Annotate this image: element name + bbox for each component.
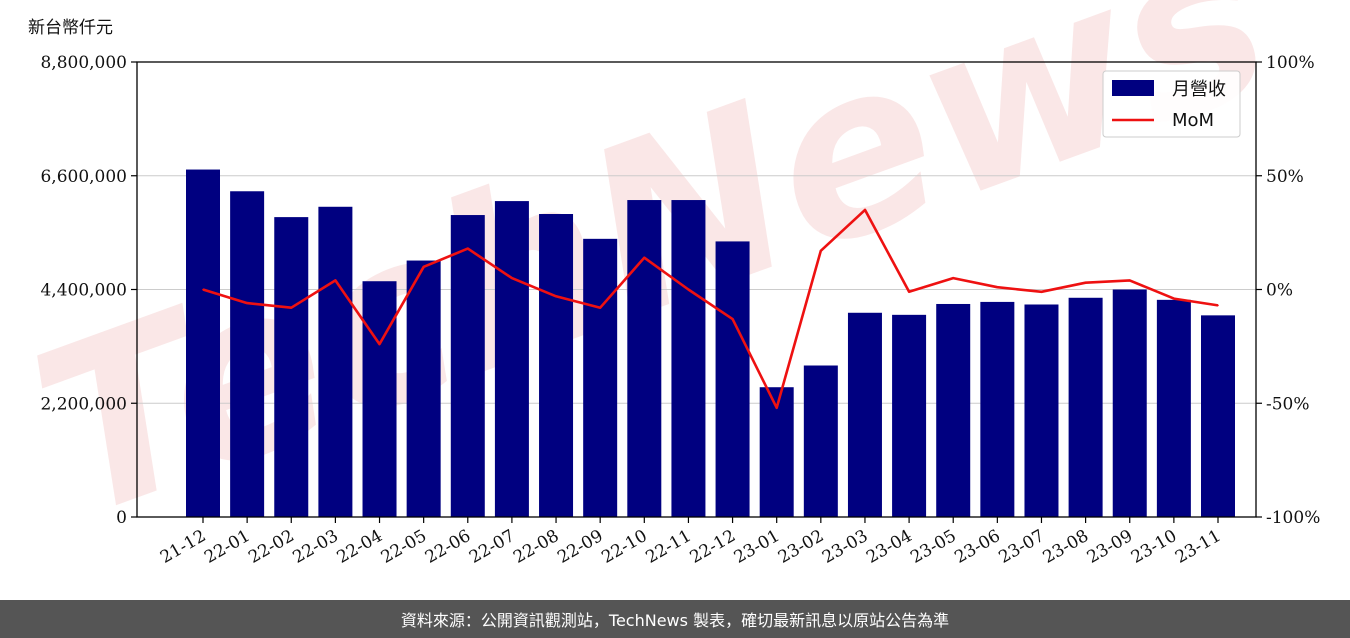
x-tick-label: 23-06 bbox=[951, 526, 1003, 568]
x-tick-label: 23-03 bbox=[819, 526, 871, 568]
x-tick-label: 23-09 bbox=[1084, 526, 1136, 568]
x-tick-label: 22-03 bbox=[289, 526, 341, 568]
bar-23-11 bbox=[1201, 315, 1235, 517]
y-tick-label: 2,200,000 bbox=[40, 394, 127, 414]
x-tick-label: 22-06 bbox=[422, 526, 474, 568]
x-tick-label: 22-05 bbox=[378, 526, 430, 568]
x-tick-label: 23-11 bbox=[1172, 526, 1224, 568]
bar-23-10 bbox=[1156, 299, 1191, 517]
mom-point-21-12 bbox=[202, 288, 204, 291]
bar-23-07 bbox=[1024, 304, 1059, 517]
mom-point-23-07 bbox=[1040, 290, 1043, 293]
bar-23-02 bbox=[803, 365, 838, 517]
mom-point-23-08 bbox=[1084, 281, 1087, 284]
x-axis: 21-1222-0122-0222-0322-0422-0522-0622-07… bbox=[157, 517, 1225, 568]
mom-point-22-07 bbox=[511, 277, 513, 279]
mom-point-22-05 bbox=[422, 265, 425, 268]
x-tick-label: 23-04 bbox=[863, 526, 915, 568]
bar-23-05 bbox=[936, 303, 971, 517]
legend-label-mom: MoM bbox=[1172, 110, 1214, 131]
bar-22-06 bbox=[450, 215, 485, 517]
mom-point-22-01 bbox=[246, 302, 248, 304]
footer-source-text: 資料來源：公開資訊觀測站，TechNews 製表，確切最新訊息以原站公告為準 bbox=[400, 611, 950, 630]
bar-22-04 bbox=[362, 281, 397, 517]
x-tick-label: 22-01 bbox=[201, 526, 253, 568]
y2-tick-label: -50% bbox=[1266, 394, 1310, 414]
x-tick-label: 23-10 bbox=[1128, 526, 1180, 568]
y-axis-right: -100% -50% 0% 50% 100% bbox=[1256, 53, 1320, 528]
bar-22-10 bbox=[627, 200, 662, 517]
x-tick-label: 22-07 bbox=[466, 526, 518, 568]
x-tick-label: 22-02 bbox=[245, 526, 297, 568]
y-tick-label: 4,400,000 bbox=[40, 281, 127, 301]
bar-23-09 bbox=[1112, 289, 1147, 517]
x-tick-label: 23-05 bbox=[907, 526, 959, 568]
legend-label-revenue: 月營收 bbox=[1172, 79, 1226, 100]
mom-point-23-05 bbox=[952, 277, 955, 279]
bar-22-02 bbox=[274, 217, 309, 517]
y2-tick-label: -100% bbox=[1266, 508, 1320, 528]
y-tick-label: 0 bbox=[116, 508, 127, 528]
footer-source-bar: 資料來源：公開資訊觀測站，TechNews 製表，確切最新訊息以原站公告為準 bbox=[0, 600, 1350, 638]
x-tick-label: 22-10 bbox=[598, 526, 650, 568]
mom-line-layer bbox=[202, 208, 1219, 410]
bar-22-07 bbox=[494, 201, 529, 518]
x-tick-label: 23-07 bbox=[996, 526, 1048, 568]
mom-point-23-02 bbox=[820, 250, 822, 252]
mom-point-23-10 bbox=[1173, 297, 1175, 300]
legend-swatch-revenue bbox=[1112, 80, 1154, 96]
x-tick-label: 23-08 bbox=[1040, 526, 1092, 568]
mom-point-22-11 bbox=[687, 288, 690, 291]
mom-point-23-06 bbox=[996, 286, 999, 289]
mom-point-22-12 bbox=[731, 318, 734, 320]
x-tick-label: 22-08 bbox=[510, 526, 562, 568]
mom-point-22-04 bbox=[378, 343, 381, 345]
mom-point-22-10 bbox=[643, 256, 646, 259]
chart: TechNews 新台幣仟元 02,200,0004,400,0006,600,… bbox=[6, 0, 1321, 571]
y-tick-label: 6,600,000 bbox=[40, 167, 127, 187]
revenue-bars bbox=[186, 169, 1235, 518]
y-axis-unit-label: 新台幣仟元 bbox=[28, 18, 113, 38]
mom-point-23-01 bbox=[775, 407, 778, 409]
x-tick-label: 23-02 bbox=[775, 526, 827, 568]
bar-22-01 bbox=[230, 191, 265, 518]
x-tick-label: 22-09 bbox=[554, 526, 606, 568]
y2-tick-label: 0% bbox=[1266, 281, 1293, 301]
mom-line bbox=[202, 208, 1219, 410]
y-tick-label: 8,800,000 bbox=[40, 53, 127, 73]
mom-point-23-11 bbox=[1217, 304, 1219, 307]
bar-23-06 bbox=[980, 301, 1015, 517]
mom-point-23-09 bbox=[1128, 279, 1131, 282]
bar-22-05 bbox=[406, 260, 441, 517]
mom-point-22-09 bbox=[599, 306, 601, 309]
bar-22-12 bbox=[715, 241, 750, 517]
x-tick-label: 22-04 bbox=[334, 526, 386, 568]
y-axis-left: 0 2,200,000 4,400,000 6,600,000 8,800,000 bbox=[40, 53, 137, 528]
mom-point-22-02 bbox=[290, 306, 293, 309]
bar-22-03 bbox=[318, 206, 353, 518]
y2-tick-label: 100% bbox=[1266, 53, 1315, 73]
x-tick-label: 22-11 bbox=[642, 526, 694, 568]
x-tick-label: 23-01 bbox=[731, 526, 783, 568]
bar-23-04 bbox=[892, 314, 927, 517]
y2-tick-label: 50% bbox=[1266, 167, 1304, 187]
bar-21-12 bbox=[186, 169, 220, 517]
bar-23-08 bbox=[1068, 297, 1103, 517]
mom-point-22-08 bbox=[555, 295, 557, 298]
mom-point-23-03 bbox=[864, 209, 866, 211]
mom-point-22-06 bbox=[466, 247, 469, 250]
mom-point-22-03 bbox=[334, 279, 337, 282]
bar-22-08 bbox=[539, 214, 574, 518]
bar-22-11 bbox=[671, 200, 706, 517]
bar-23-03 bbox=[847, 312, 882, 517]
bar-22-09 bbox=[583, 238, 618, 518]
x-tick-label: 22-12 bbox=[687, 526, 739, 568]
legend: 月營收 MoM bbox=[1102, 70, 1241, 138]
mom-point-23-04 bbox=[908, 290, 910, 293]
